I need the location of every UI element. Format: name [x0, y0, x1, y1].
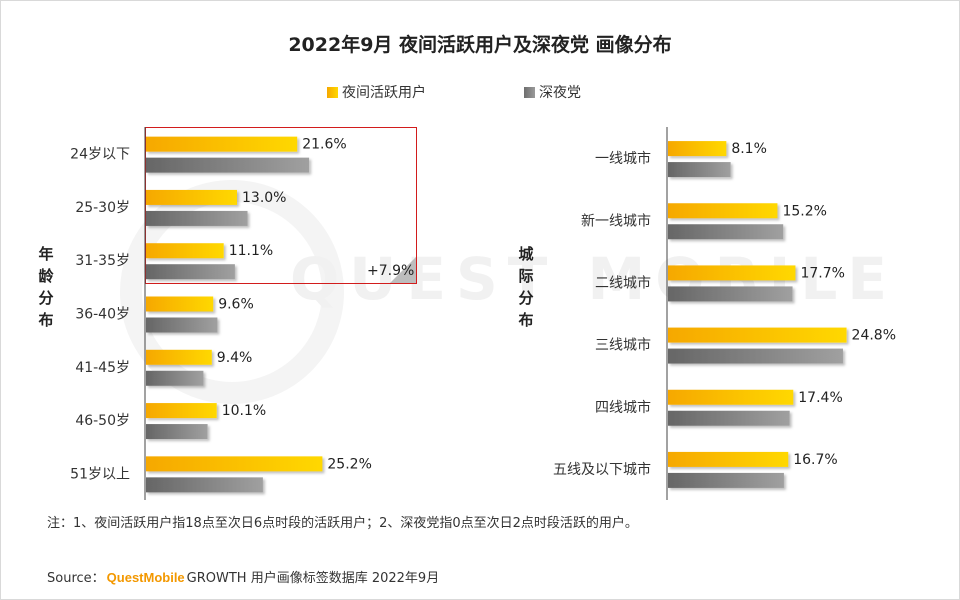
- category-label-0-3: 36-40岁: [75, 307, 130, 323]
- category-label-0-0: 24岁以下: [70, 147, 130, 163]
- source-prefix: Source：: [47, 571, 105, 586]
- bar-series-a-0-2: [146, 243, 224, 259]
- category-label-1-1: 新一线城市: [581, 212, 651, 229]
- bar-series-b-0-0: [146, 157, 310, 173]
- bar-series-b-0-5: [146, 424, 208, 440]
- highlight-label: +7.9%: [367, 263, 415, 279]
- source-rest: GROWTH 用户画像标签数据库 2022年9月: [186, 571, 440, 586]
- highlight-corner-triangle: [390, 257, 416, 283]
- footnote: 注：1、夜间活跃用户指18点至次日6点时段的活跃用户；2、深夜党指0点至次日2点…: [47, 516, 638, 531]
- bar-series-a-0-5: [146, 403, 217, 419]
- source-brand: QuestMobile: [106, 570, 185, 585]
- bar-series-b-0-1: [146, 210, 248, 226]
- data-label-1-2: 17.7%: [800, 265, 844, 281]
- bar-series-a-1-3: [668, 327, 847, 343]
- data-label-0-0: 21.6%: [302, 137, 346, 153]
- category-label-1-5: 五线及以下城市: [553, 461, 651, 478]
- bar-series-a-1-4: [668, 389, 794, 405]
- bar-series-a-1-0: [668, 141, 727, 157]
- bar-series-b-1-5: [668, 472, 784, 488]
- bar-series-a-1-1: [668, 203, 778, 219]
- data-label-0-4: 9.4%: [217, 350, 253, 366]
- data-label-0-5: 10.1%: [222, 403, 266, 419]
- category-label-1-0: 一线城市: [595, 150, 651, 167]
- source-line: Source： QuestMobile GROWTH 用户画像标签数据库 202…: [47, 567, 439, 586]
- category-label-0-5: 46-50岁: [75, 413, 130, 429]
- bar-series-a-1-2: [668, 265, 796, 281]
- bar-series-a-0-6: [146, 456, 323, 472]
- bar-series-a-0-1: [146, 189, 237, 205]
- bar-series-a-0-3: [146, 296, 214, 312]
- bar-series-b-1-1: [668, 224, 784, 240]
- data-label-1-4: 17.4%: [798, 390, 842, 406]
- legend-label-series-a: 夜间活跃用户: [342, 85, 426, 101]
- data-label-0-6: 25.2%: [327, 456, 371, 472]
- bar-series-b-1-4: [668, 410, 790, 426]
- legend-swatch-series-a: [327, 86, 338, 98]
- legend-swatch-series-b: [524, 86, 535, 98]
- bar-series-b-0-3: [146, 317, 218, 333]
- category-label-1-4: 四线城市: [595, 399, 651, 416]
- bar-series-b-0-4: [146, 370, 204, 386]
- data-label-1-1: 15.2%: [782, 203, 826, 219]
- category-label-0-4: 41-45岁: [75, 360, 130, 376]
- bar-series-a-0-4: [146, 349, 212, 365]
- legend-item-series-b: 深夜党: [524, 82, 581, 102]
- data-label-1-5: 16.7%: [793, 452, 837, 468]
- age-group-label: 年龄分布: [38, 245, 54, 329]
- bar-series-a-0-0: [146, 136, 298, 152]
- data-label-1-0: 8.1%: [731, 141, 767, 157]
- data-label-0-3: 9.6%: [218, 297, 254, 313]
- bar-series-b-1-0: [668, 162, 731, 178]
- data-label-1-3: 24.8%: [852, 328, 896, 344]
- city-group-label: 城际分布: [518, 245, 534, 329]
- data-label-0-1: 13.0%: [242, 190, 286, 206]
- category-label-0-2: 31-35岁: [75, 253, 130, 269]
- bar-series-b-0-2: [146, 264, 235, 280]
- bar-series-b-1-3: [668, 348, 843, 364]
- legend-item-series-a: 夜间活跃用户: [327, 82, 426, 102]
- data-label-0-2: 11.1%: [229, 243, 273, 259]
- category-label-1-3: 三线城市: [595, 337, 651, 354]
- category-label-0-1: 25-30岁: [75, 200, 130, 216]
- chart-title: 2022年9月 夜间活跃用户及深夜党 画像分布: [288, 34, 672, 56]
- legend-label-series-b: 深夜党: [539, 85, 581, 101]
- bar-series-b-1-2: [668, 286, 793, 302]
- bar-series-a-1-5: [668, 451, 789, 467]
- category-label-0-6: 51岁以上: [70, 466, 130, 482]
- category-label-1-2: 二线城市: [595, 274, 651, 291]
- bar-series-b-0-6: [146, 477, 263, 493]
